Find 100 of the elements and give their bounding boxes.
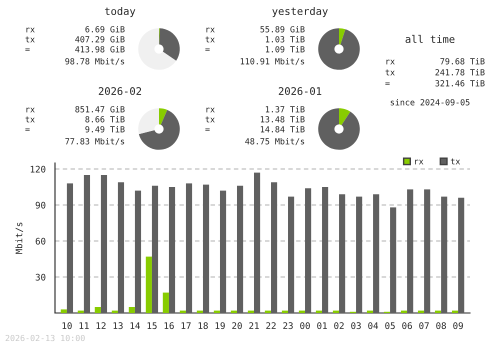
bar (373, 194, 380, 313)
donut-slice (339, 108, 350, 126)
donut-slice (159, 108, 168, 125)
x-tick-label: 22 (266, 322, 276, 329)
x-tick-label: 00 (300, 322, 310, 330)
text: tx (26, 36, 35, 42)
x-tick-label: 20 (232, 322, 242, 330)
text: 79.68 TiB (440, 58, 485, 64)
x-tick-label: 10 (62, 322, 72, 330)
bar (146, 256, 152, 313)
x-tick-label: 12 (96, 322, 106, 329)
x-tick-label: 07 (419, 322, 429, 330)
x-tick-label: 03 (351, 322, 361, 330)
bar (220, 190, 226, 313)
bar (118, 182, 124, 313)
chart-title: 2026-01 (278, 87, 322, 96)
bar (236, 186, 244, 313)
bar (162, 292, 169, 313)
bar (254, 172, 260, 313)
text: 98.78 Mbit/s (65, 58, 124, 66)
bar (202, 184, 210, 313)
donut-slice (138, 28, 176, 70)
text: tx (26, 116, 35, 122)
text: 6.69 GiB (85, 26, 125, 32)
text: 77.83 Mbit/s (65, 138, 124, 146)
x-tick-label: 11 (80, 322, 89, 329)
text: 8.66 TiB (85, 116, 125, 122)
text: 241.78 TiB (435, 68, 485, 76)
x-tick-label: 18 (198, 322, 208, 330)
y-tick-label: 90 (36, 202, 46, 209)
x-tick-label: 14 (130, 322, 140, 329)
bar (356, 196, 362, 313)
text: 14.84 TiB (260, 126, 305, 132)
bar (390, 207, 396, 313)
text: rx (206, 28, 215, 32)
text: 55.89 GiB (260, 26, 305, 32)
bar (100, 175, 108, 313)
bar (128, 307, 135, 313)
x-tick-label: 06 (402, 322, 412, 330)
donut-slice (339, 28, 346, 45)
x-tick-label: 13 (114, 322, 123, 330)
donut-slice (318, 108, 360, 150)
x-tick-label: 23 (283, 322, 293, 330)
bar (288, 196, 294, 313)
donut-slice (318, 28, 360, 70)
chart-title: today (104, 6, 136, 18)
text: = (385, 82, 390, 85)
y-tick-label: 30 (36, 274, 46, 281)
chart-title: yesterday (272, 6, 328, 18)
donut-slice (138, 108, 159, 134)
text: rx (206, 108, 215, 112)
x-tick-label: 04 (368, 322, 378, 330)
bar (424, 189, 430, 313)
bar (322, 187, 328, 313)
x-tick-label: 15 (148, 322, 157, 330)
text: 110.91 Mbit/s (240, 58, 304, 66)
y-tick-label: 120 (30, 166, 46, 173)
bar (271, 182, 278, 313)
text: 1.09 TiB (266, 46, 305, 52)
bar (134, 190, 142, 313)
text: = (25, 128, 30, 131)
y-tick-label: 60 (36, 238, 46, 245)
bar (186, 183, 192, 313)
legend-label: tx (450, 158, 460, 164)
donut-slice (138, 110, 180, 150)
bar (152, 186, 158, 313)
text: 1.37 TiB (266, 106, 305, 112)
x-tick-label: 02 (334, 322, 344, 330)
text: rx (26, 28, 35, 32)
donut-slice (159, 28, 180, 61)
text: 1.03 TiB (266, 36, 305, 42)
bar (168, 187, 176, 313)
x-tick-label: 08 (436, 322, 446, 330)
x-tick-label: 01 (317, 322, 327, 330)
text: = (205, 48, 210, 51)
y-axis-title: Mbit/s (15, 222, 24, 254)
text: 13.48 TiB (260, 116, 305, 122)
x-tick-label: 19 (216, 322, 225, 330)
legend-label: rx (415, 160, 424, 164)
bar (66, 183, 74, 313)
bar (339, 194, 346, 313)
text: 407.29 GiB (75, 36, 125, 42)
text: tx (386, 69, 395, 76)
text: 48.75 Mbit/s (245, 138, 304, 146)
text: since 2024-09-05 (390, 98, 470, 106)
text: 851.47 GiB (75, 106, 125, 112)
text: rx (386, 60, 395, 64)
text: tx (206, 36, 215, 42)
text: tx (206, 116, 215, 122)
x-tick-label: 05 (385, 322, 395, 330)
x-tick-label: 21 (249, 322, 259, 329)
text: all time (406, 34, 454, 44)
text: 9.49 TiB (85, 126, 125, 132)
bar (94, 307, 101, 313)
bar (305, 188, 312, 313)
bar (441, 196, 448, 313)
x-tick-label: 16 (164, 322, 174, 330)
text: = (25, 48, 30, 51)
text: = (205, 128, 210, 131)
bar (60, 309, 67, 313)
